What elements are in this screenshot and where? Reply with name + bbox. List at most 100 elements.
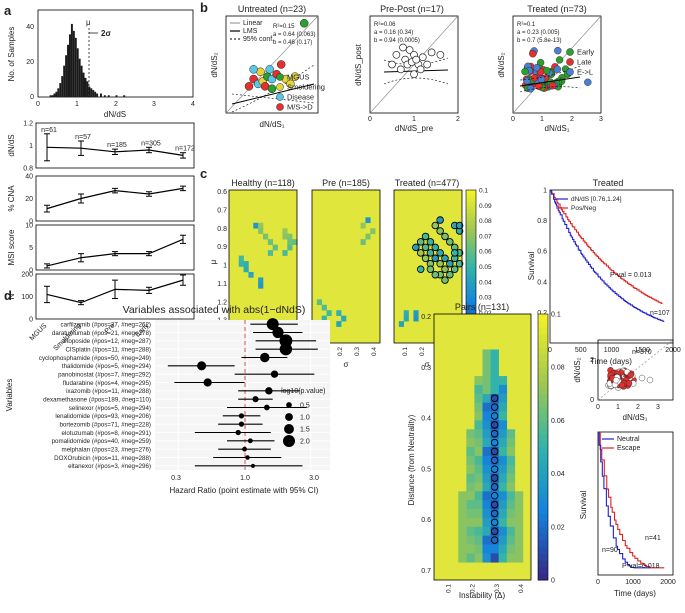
hist-ytick: 20 [26,59,34,66]
hist-xtick: 0 [36,101,40,108]
panel-b-letter: b [200,0,208,15]
forest-plot: Variables associated with abs(1−dNdS) ca… [5,304,330,495]
pairs-colorbar-segment [538,453,548,461]
forest-point [264,404,270,411]
pairs-cell [482,517,491,528]
treated-legend-dot [566,68,574,76]
pairs-scatter-point [618,381,626,389]
pairs-colorbar-segment [538,387,548,395]
heatmap-cell [447,239,453,245]
prepost-point [410,70,418,79]
size-legend-title: −log10(p.value) [277,388,325,395]
treated-conf-upper [519,65,581,81]
survival-xtick: 500 [575,347,587,354]
pairs-cell [466,544,475,554]
forest-point [235,429,241,436]
pairs-colorbar-segment [538,320,548,328]
heatmap-xlabel: σ [344,360,349,369]
pairs-cell [482,544,491,554]
treated-legend-label: Early [577,48,594,57]
survival-pairs: Neutral Escape n=90 n=41 P-val=0.018 0 1… [579,431,676,598]
pairs-cell [498,500,508,510]
pairs-cell [458,544,467,554]
pairs-cell [458,553,467,563]
pairs-colorbar-segment [538,493,548,501]
hist-bar [103,95,106,97]
untreated-legend-dot [276,83,284,91]
pairs-cell [474,420,483,430]
pairs-scatter-point [646,376,654,384]
heatmap-cell [398,321,405,327]
heatmap-ylabel: μ [209,259,218,264]
heatmap-cell [258,277,264,284]
untreated-lms-line [231,83,315,105]
pairs-cell [498,491,508,501]
size-legend-label: 1.0 [300,415,310,422]
heatmap-cell [452,266,458,273]
heatmap-cell [403,315,409,322]
stage-ytick: 0 [29,219,33,226]
pairs-scatter-frame [597,339,674,401]
size-legend-dot [285,413,293,421]
pairs-sig-circle [490,456,499,465]
untreated-diagonal [225,15,319,114]
heatmap-sig-circle [441,265,449,273]
heatmap-sig-circle [446,238,454,246]
pairs-ytick: 0.3 [421,365,431,372]
pairs-cell [490,393,499,403]
heatmap-cell [428,250,434,256]
stage-ytick: 0 [29,317,33,324]
heatmap-cell [336,310,342,316]
heatmap-cell [413,315,419,322]
pairs-colorbar-segment [538,480,548,488]
pairs-cell [466,526,475,536]
hist-bar [55,91,58,97]
pairs-cell [474,491,483,501]
pairs-cell [490,517,499,528]
colorbar-tick: 0.03 [479,295,492,302]
prepost-point [399,43,407,52]
stage-ylabel: dN/dS [7,134,16,156]
colorbar-segment [466,224,476,229]
survival-title: Treated [593,178,624,188]
forest-row-label: ixazomib (#pos=11, #neg=288) [66,388,151,395]
forest-point [245,455,250,460]
pairs-cell [514,544,524,554]
forest-row-label: selinexor (#pos=5, #neg=294) [69,405,151,412]
legend-lms: LMS [243,28,258,35]
pairs-colorbar-segment [538,400,548,408]
pairs-cell [458,517,467,528]
pairs-cell [482,500,491,510]
heatmap-sig-circle [412,243,420,252]
hist-bar [115,95,118,97]
pairs-cell [482,455,491,466]
treated-point [526,85,535,93]
prepost-frame [369,15,459,114]
pairs-cell [490,376,499,386]
scatter-untreated: Untreated (n=23) Linear LMS 95% conf. R²… [210,4,325,129]
colorbar-segment [466,205,476,210]
colorbar-segment [466,274,476,279]
heatmap-cell [413,310,419,316]
stage-ytick: 0.8 [23,166,33,173]
treated-legend-dot [566,58,574,66]
treated-title: Treated (n=73) [527,4,586,14]
heatmap-sig-circle [421,254,430,263]
pairs-colorbar-segment [538,420,548,428]
pairs-cell [482,376,491,386]
heatmap-ytick: 1 [223,263,227,270]
prepost-point [416,65,425,74]
pairs-cell [474,553,483,563]
pairs-cell [482,393,491,403]
pairs-cell [474,429,483,439]
pairs-cell [466,438,475,448]
pairs-cell [482,349,491,359]
forest-point [260,352,270,363]
pairs-scatter-xtick: 3 [656,404,660,411]
untreated-legend-label: Disease [287,93,314,102]
stage-ylabel: MSI score [7,229,16,266]
stage-ytick: 100 [21,294,33,301]
forest-point [265,387,273,395]
pairs-sig-circle [490,492,499,500]
